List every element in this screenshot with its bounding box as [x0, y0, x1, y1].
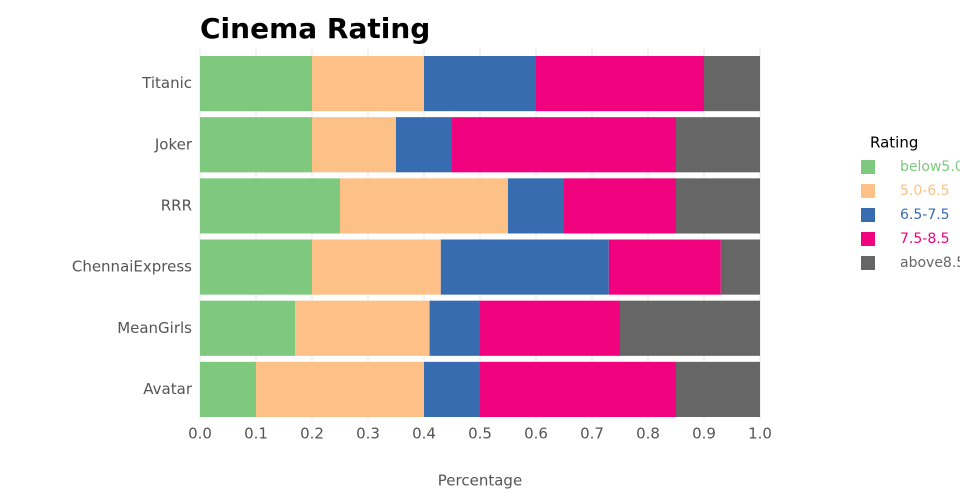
legend-label: 6.5-7.5 — [900, 207, 950, 223]
bar-segment — [312, 117, 396, 173]
bar-segment — [200, 300, 296, 356]
bar-segment — [200, 178, 340, 234]
bar-segment — [564, 178, 676, 234]
bar-segment — [200, 56, 312, 112]
legend-swatch — [861, 160, 875, 174]
bar-segment — [676, 361, 760, 417]
bar-segment — [508, 178, 564, 234]
bar-segment — [676, 178, 760, 234]
x-tick-label: 0.2 — [300, 425, 324, 443]
legend-title: Rating — [870, 134, 918, 152]
y-tick-label: Titanic — [141, 74, 192, 92]
legend-label: above8.5 — [900, 255, 960, 271]
legend-swatch — [861, 232, 875, 246]
bar-segment — [536, 56, 704, 112]
x-tick-label: 0.1 — [244, 425, 268, 443]
legend-label: below5.0 — [900, 159, 960, 175]
bar-segment — [200, 117, 312, 173]
bar-segment — [424, 56, 536, 112]
x-tick-label: 0.0 — [188, 425, 212, 443]
x-tick-label: 0.8 — [636, 425, 660, 443]
bar-segment — [340, 178, 508, 234]
bar-segment — [429, 300, 480, 356]
bar-segment — [200, 239, 312, 295]
bar-segment — [424, 361, 480, 417]
x-tick-label: 0.6 — [524, 425, 548, 443]
bar-segment — [440, 239, 609, 295]
bar-segment — [720, 239, 760, 295]
y-tick-label: ChennaiExpress — [72, 258, 192, 276]
x-tick-label: 0.4 — [412, 425, 436, 443]
x-tick-label: 0.3 — [356, 425, 380, 443]
x-tick-label: 0.5 — [468, 425, 492, 443]
x-tick-label: 0.9 — [692, 425, 716, 443]
chart-title: Cinema Rating — [200, 12, 430, 45]
legend-swatch — [861, 208, 875, 222]
legend-label: 5.0-6.5 — [900, 183, 950, 199]
x-tick-label: 1.0 — [748, 425, 772, 443]
x-tick-label: 0.7 — [580, 425, 604, 443]
bar-segment — [312, 56, 424, 112]
bar-segment — [396, 117, 452, 173]
bar-segment — [620, 300, 760, 356]
bar-segment — [256, 361, 424, 417]
bar-segment — [200, 361, 256, 417]
bar-segment — [452, 117, 676, 173]
y-tick-label: RRR — [161, 196, 192, 214]
x-axis-label: Percentage — [438, 472, 522, 490]
y-tick-label: Avatar — [143, 380, 193, 398]
legend-swatch — [861, 256, 875, 270]
legend-label: 7.5-8.5 — [900, 231, 950, 247]
bar-segment — [312, 239, 441, 295]
bar-segment — [295, 300, 430, 356]
bar-segment — [480, 361, 676, 417]
bar-segment — [704, 56, 760, 112]
legend-swatch — [861, 184, 875, 198]
bar-segment — [480, 300, 620, 356]
y-tick-label: Joker — [154, 135, 193, 153]
bar-segment — [676, 117, 760, 173]
y-tick-label: MeanGirls — [117, 319, 192, 337]
bar-segment — [608, 239, 721, 295]
